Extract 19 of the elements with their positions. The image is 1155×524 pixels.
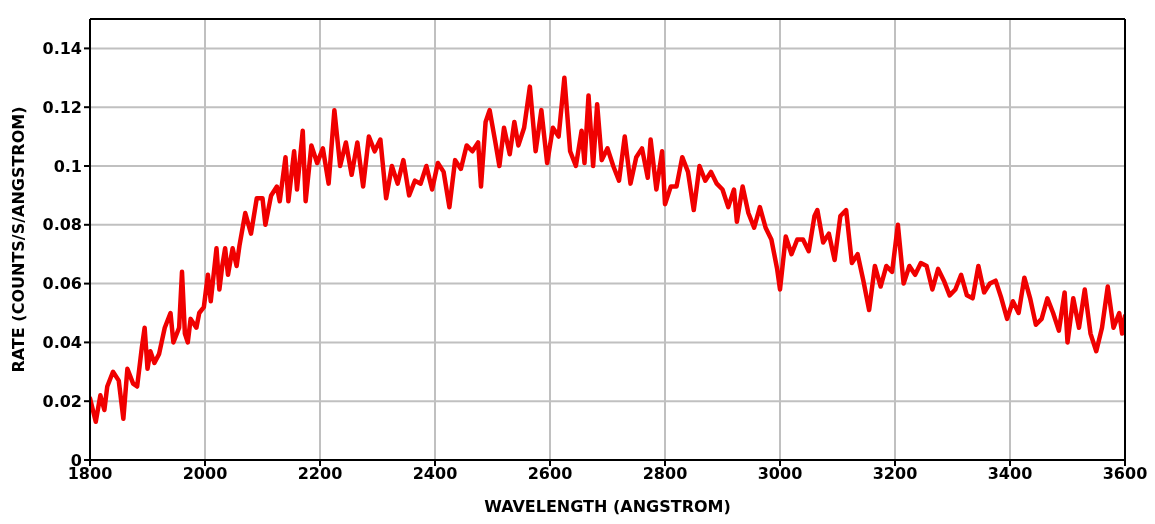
y-tick-label: 0.02 xyxy=(42,391,82,411)
y-tick-label: 0.14 xyxy=(42,39,82,59)
y-tick-label: 0.06 xyxy=(42,274,82,294)
x-tick-label: 3200 xyxy=(872,464,918,484)
y-tick-label: 0.12 xyxy=(42,97,82,117)
y-tick-label: 0.1 xyxy=(53,156,82,176)
x-tick-label: 2400 xyxy=(412,464,458,484)
x-tick-label: 2000 xyxy=(182,464,228,484)
y-axis-title: RATE (COUNTS/S/ANGSTROM) xyxy=(8,106,28,373)
x-tick-label: 2200 xyxy=(297,464,343,484)
x-tick-label: 3000 xyxy=(757,464,803,484)
x-axis-title: WAVELENGTH (ANGSTROM) xyxy=(484,497,731,516)
y-tick-label: 0.04 xyxy=(42,333,82,353)
x-tick-label: 3600 xyxy=(1102,464,1148,484)
y-tick-label: 0.08 xyxy=(42,215,82,235)
x-tick-label: 2600 xyxy=(527,464,573,484)
line-series xyxy=(90,75,1125,425)
x-tick-label: 3400 xyxy=(987,464,1033,484)
x-tick-label: 2800 xyxy=(642,464,688,484)
